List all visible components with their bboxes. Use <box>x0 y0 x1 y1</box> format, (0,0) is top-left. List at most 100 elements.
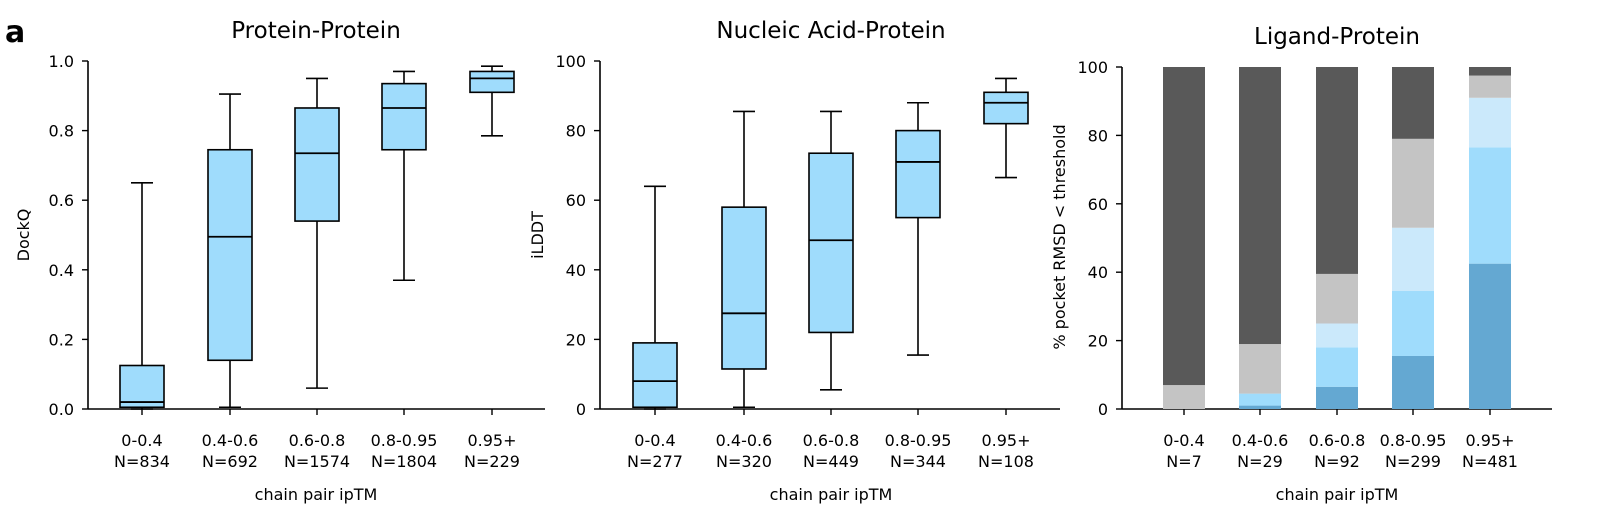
bar-segment <box>1392 138 1434 228</box>
y-tick-label: 60 <box>566 191 586 210</box>
sample-count-label: N=320 <box>716 452 772 471</box>
sample-count-label: N=344 <box>890 452 946 471</box>
bar-segment <box>1392 291 1434 356</box>
bar-segment <box>1316 386 1358 409</box>
chart-title: Nucleic Acid-Protein <box>716 18 945 44</box>
bar-segment <box>1392 67 1434 139</box>
bar-segment <box>1469 67 1511 76</box>
interquartile-box <box>632 342 678 409</box>
y-tick-label: 60 <box>1088 195 1108 214</box>
x-tick-label: 0.8-0.95 <box>885 431 952 450</box>
box-plot-0.4-0.6 <box>207 93 253 409</box>
bar-segment <box>1469 263 1511 409</box>
x-tick-label: 0.4-0.6 <box>1232 431 1289 450</box>
chart-title: Ligand-Protein <box>1254 24 1420 50</box>
x-tick-label: 0-0.4 <box>121 431 162 450</box>
interquartile-box <box>294 107 340 222</box>
y-tick-label: 0.2 <box>49 330 74 349</box>
interquartile-box <box>983 91 1029 125</box>
bar-segment <box>1316 67 1358 274</box>
bar-segment <box>1469 147 1511 264</box>
interquartile-box <box>207 148 253 362</box>
sample-count-label: N=299 <box>1385 452 1441 471</box>
box-plot-0.4-0.6 <box>721 110 767 409</box>
bar-segment <box>1469 97 1511 148</box>
y-tick-label: 100 <box>555 52 586 71</box>
y-tick-label: 0 <box>1098 400 1108 419</box>
x-tick-label: 0.4-0.6 <box>716 431 773 450</box>
bar-segment <box>1163 67 1205 386</box>
y-tick-label: 40 <box>1088 263 1108 282</box>
box-plot-0.6-0.8 <box>294 77 340 389</box>
y-tick-label: 100 <box>1077 58 1108 77</box>
chart-title: Protein-Protein <box>231 18 401 44</box>
stacked-bar-0.4-0.6 <box>1239 67 1281 409</box>
y-tick-label: 80 <box>566 122 586 141</box>
box-plot-0.8-0.95 <box>381 70 427 282</box>
x-axis-label: chain pair ipTM <box>770 485 893 504</box>
x-tick-label: 0.6-0.8 <box>289 431 346 450</box>
x-axis-label: chain pair ipTM <box>255 485 378 504</box>
x-tick-label: 0.95+ <box>1465 431 1514 450</box>
y-axis-label: iLDDT <box>528 211 547 259</box>
box-plot-0.8-0.95 <box>895 101 941 356</box>
interquartile-box <box>895 129 941 219</box>
interquartile-box <box>721 206 767 370</box>
x-tick-label: 0.6-0.8 <box>803 431 860 450</box>
bar-segment <box>1239 405 1281 409</box>
box-plot-0.6-0.8 <box>808 110 854 391</box>
bar-segment <box>1316 273 1358 324</box>
y-tick-label: 20 <box>566 330 586 349</box>
sample-count-label: N=229 <box>464 452 520 471</box>
x-axis-label: chain pair ipTM <box>1276 485 1399 504</box>
x-tick-label: 0.95+ <box>467 431 516 450</box>
bar-segment <box>1239 67 1281 345</box>
y-tick-label: 80 <box>1088 126 1108 145</box>
box-plot-0.95+ <box>983 77 1029 179</box>
x-tick-label: 0.8-0.95 <box>371 431 438 450</box>
panel-letter: a <box>5 15 25 50</box>
sample-count-label: N=834 <box>114 452 170 471</box>
bar-segment <box>1316 347 1358 387</box>
sample-count-label: N=1574 <box>284 452 350 471</box>
x-tick-label: 0.8-0.95 <box>1380 431 1447 450</box>
y-tick-label: 20 <box>1088 332 1108 351</box>
sample-count-label: N=29 <box>1237 452 1283 471</box>
box-plot-0-0.4 <box>632 185 678 410</box>
x-tick-label: 0-0.4 <box>634 431 675 450</box>
y-tick-label: 0.8 <box>49 122 74 141</box>
stacked-bar-0.8-0.95 <box>1392 67 1434 409</box>
bar-segment <box>1469 75 1511 98</box>
sample-count-label: N=481 <box>1462 452 1518 471</box>
y-tick-label: 0 <box>576 400 586 419</box>
stacked-bar-0.6-0.8 <box>1316 67 1358 409</box>
sample-count-label: N=1804 <box>371 452 437 471</box>
y-tick-label: 0.6 <box>49 191 74 210</box>
x-tick-label: 0.95+ <box>981 431 1030 450</box>
x-tick-label: 0-0.4 <box>1163 431 1204 450</box>
box-plot-0.95+ <box>469 65 515 137</box>
interquartile-box <box>469 70 515 94</box>
ligand-protein-chart: Ligand-Protein chain pair ipTM % pocket … <box>1050 24 1552 504</box>
nucleic-acid-protein-chart: Nucleic Acid-Protein chain pair ipTM iLD… <box>528 18 1060 504</box>
x-tick-label: 0.4-0.6 <box>202 431 259 450</box>
bar-segment <box>1392 227 1434 292</box>
box-plot-0-0.4 <box>119 182 165 410</box>
bar-segment <box>1239 393 1281 406</box>
sample-count-label: N=7 <box>1166 452 1202 471</box>
y-axis-label: DockQ <box>14 209 33 262</box>
stacked-bar-0-0.4 <box>1163 67 1205 409</box>
stacked-bar-0.95+ <box>1469 67 1511 409</box>
interquartile-box <box>119 364 165 409</box>
y-tick-label: 0.0 <box>49 400 74 419</box>
sample-count-label: N=449 <box>803 452 859 471</box>
x-tick-label: 0.6-0.8 <box>1309 431 1366 450</box>
protein-protein-chart: Protein-Protein chain pair ipTM DockQ 0.… <box>14 18 545 504</box>
bar-segment <box>1163 385 1205 409</box>
interquartile-box <box>381 82 427 151</box>
bar-segment <box>1392 355 1434 409</box>
sample-count-label: N=92 <box>1314 452 1360 471</box>
y-tick-label: 1.0 <box>49 52 74 71</box>
interquartile-box <box>808 152 854 334</box>
